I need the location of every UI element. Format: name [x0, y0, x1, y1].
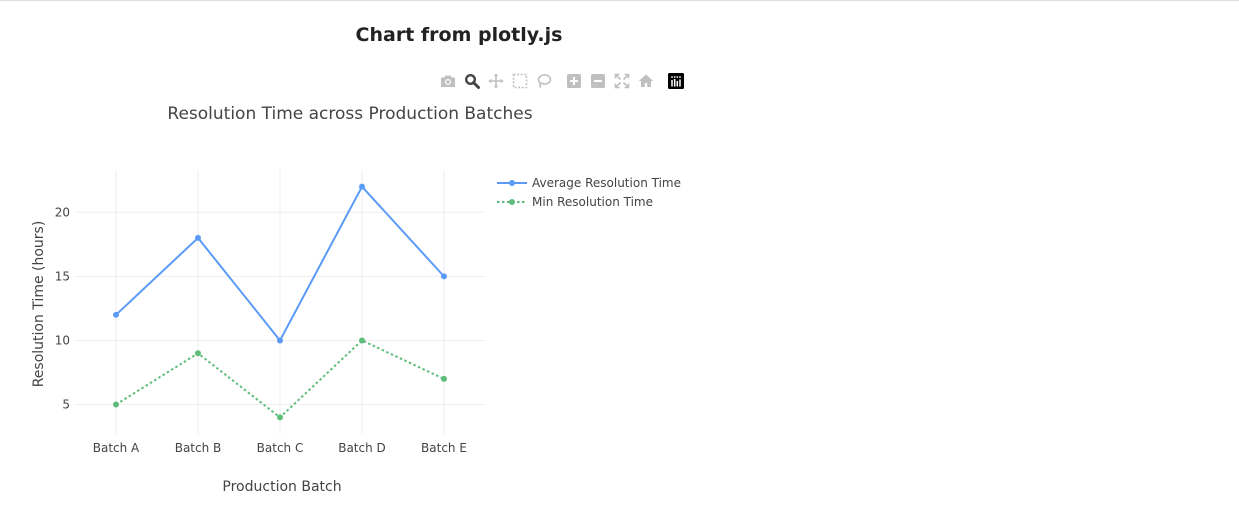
- data-point[interactable]: [195, 350, 201, 357]
- autoscale-icon[interactable]: [610, 72, 634, 90]
- legend-item[interactable]: Average Resolution Time: [497, 176, 681, 190]
- legend[interactable]: Average Resolution Time Min Resolution Ti…: [497, 176, 681, 209]
- data-point[interactable]: [195, 234, 201, 241]
- y-tick-label: 10: [55, 333, 70, 347]
- camera-icon[interactable]: [436, 72, 460, 90]
- data-point[interactable]: [113, 401, 119, 408]
- zoom-icon[interactable]: [460, 72, 484, 90]
- data-point[interactable]: [277, 414, 283, 421]
- x-axis-ticks: Batch A Batch B Batch C Batch D Batch E: [93, 441, 467, 455]
- data-point[interactable]: [359, 183, 365, 190]
- legend-marker: [509, 199, 515, 205]
- page-title: Chart from plotly.js: [355, 24, 563, 46]
- y-tick-label: 20: [55, 205, 70, 219]
- x-axis-title: Production Batch: [222, 479, 341, 495]
- x-tick-label: Batch D: [338, 441, 386, 455]
- legend-marker: [509, 180, 515, 186]
- zoom-out-icon[interactable]: [586, 72, 610, 90]
- modebar: [436, 72, 688, 90]
- top-divider: [0, 0, 1239, 1]
- data-point[interactable]: [441, 375, 447, 382]
- x-tick-label: Batch B: [175, 441, 222, 455]
- reset-axes-icon[interactable]: [634, 72, 658, 90]
- lasso-icon[interactable]: [532, 72, 556, 90]
- x-tick-label: Batch A: [93, 441, 140, 455]
- data-point[interactable]: [113, 311, 119, 318]
- plotly-logo-icon[interactable]: [664, 72, 688, 90]
- chart-title: Resolution Time across Production Batche…: [167, 104, 532, 124]
- y-tick-label: 5: [62, 398, 70, 412]
- legend-item[interactable]: Min Resolution Time: [497, 195, 653, 209]
- y-axis-ticks: 5 10 15 20: [55, 205, 70, 411]
- x-tick-label: Batch C: [257, 441, 304, 455]
- grid-lines: [75, 170, 485, 434]
- data-point[interactable]: [441, 273, 447, 280]
- box-select-icon[interactable]: [508, 72, 532, 90]
- data-point[interactable]: [359, 337, 365, 344]
- y-axis-title: Resolution Time (hours): [31, 221, 47, 388]
- zoom-in-icon[interactable]: [562, 72, 586, 90]
- series-1: [113, 183, 447, 344]
- x-tick-label: Batch E: [421, 441, 467, 455]
- plot-series: [113, 183, 447, 421]
- pan-icon[interactable]: [484, 72, 508, 90]
- data-point[interactable]: [277, 337, 283, 344]
- y-tick-label: 15: [55, 269, 70, 283]
- legend-label: Min Resolution Time: [532, 195, 653, 209]
- legend-label: Average Resolution Time: [532, 176, 681, 190]
- series-2: [113, 337, 447, 421]
